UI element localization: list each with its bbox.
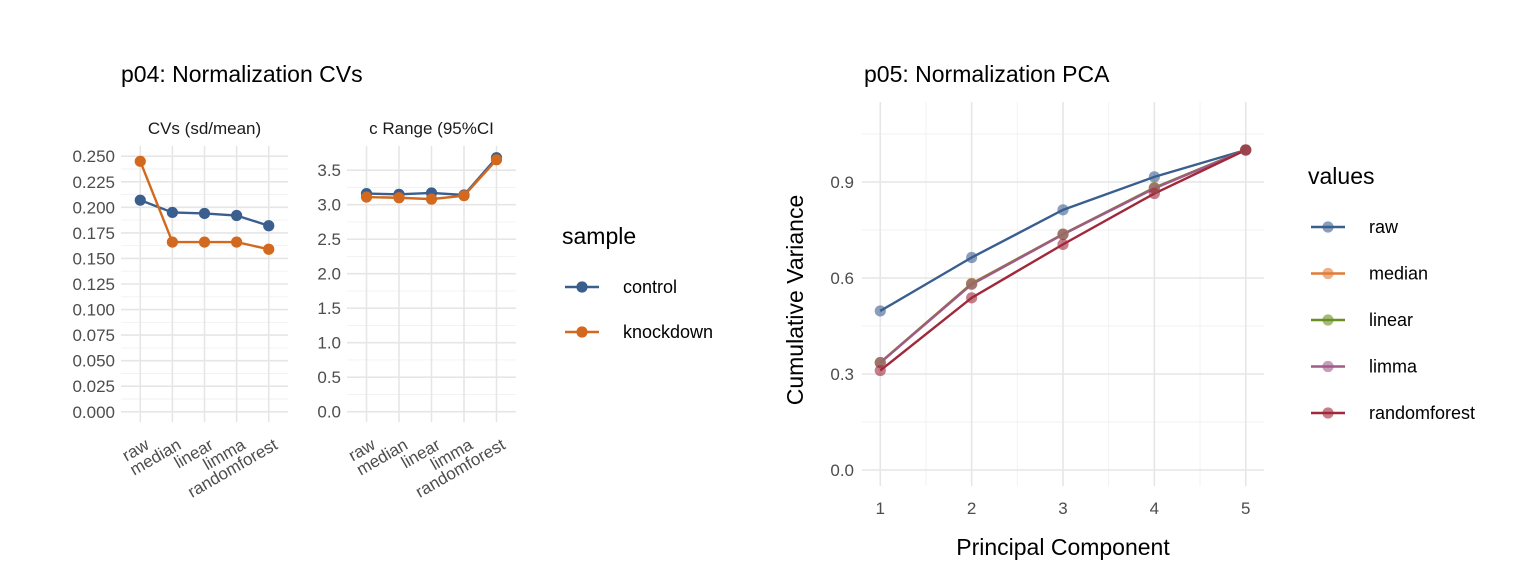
- pca-x-tick-label: 5: [1241, 499, 1250, 518]
- pca-point-raw: [966, 251, 978, 264]
- range-strip-label: c Range (95%CI: [369, 119, 494, 138]
- cv-point-knockdown: [231, 236, 243, 248]
- cv-point-control: [198, 207, 211, 220]
- p04-legend-label: control: [623, 277, 677, 297]
- cv-y-tick-label: 0.025: [72, 377, 115, 396]
- range-point-knockdown: [393, 192, 405, 204]
- pca-x-tick-label: 4: [1150, 499, 1159, 518]
- p05-legend-key-point: [1322, 407, 1334, 419]
- pca-y-tick-label: 0.6: [830, 269, 854, 288]
- p05-legend: raw median linear limma randomforest: [1311, 217, 1475, 423]
- pca-panel: 0.0 0.3 0.6 0.9 1 2 3 4 5: [830, 102, 1264, 518]
- p04-legend-title: sample: [562, 223, 636, 249]
- p05-legend-title: values: [1308, 163, 1374, 189]
- cv-point-knockdown: [263, 243, 275, 255]
- range-y-tick-label: 3.5: [317, 161, 341, 180]
- cv-point-control: [263, 220, 275, 232]
- pca-x-axis-title: Principal Component: [956, 534, 1170, 560]
- range-y-tick-label: 0.5: [317, 368, 341, 387]
- cv-point-knockdown: [198, 236, 211, 248]
- pca-point-raw: [1057, 204, 1069, 216]
- p04-legend-key-point: [576, 281, 588, 293]
- p04-legend-key-point: [576, 326, 588, 338]
- range-point-knockdown: [425, 193, 438, 205]
- p05-legend-key-point: [1322, 314, 1334, 326]
- pca-point-raw: [874, 305, 886, 317]
- range-y-tick-label: 1.5: [317, 299, 341, 318]
- p05-legend-label: median: [1369, 264, 1428, 284]
- pca-y-tick-label: 0.9: [830, 173, 854, 192]
- cv-point-control: [134, 194, 146, 206]
- p05-legend-label: raw: [1369, 217, 1399, 237]
- p05-legend-key-point: [1322, 360, 1334, 373]
- range-y-tick-label: 3.0: [317, 196, 341, 215]
- p05-legend-label: linear: [1369, 310, 1413, 330]
- pca-x-tick-label: 1: [876, 499, 885, 518]
- cv-point-knockdown: [134, 155, 146, 167]
- pca-point-randomforest: [966, 292, 978, 304]
- cv-y-tick-label: 0.000: [72, 403, 115, 422]
- pca-y-tick-label: 0.0: [830, 461, 854, 480]
- range-y-tick-label: 2.0: [317, 265, 341, 284]
- p04-legend-label: knockdown: [623, 322, 713, 342]
- range-panel: 0.00.51.01.52.02.53.03.5rawmedianlinearl…: [317, 119, 516, 502]
- cv-y-tick-label: 0.225: [72, 173, 115, 192]
- pca-point-randomforest: [874, 364, 886, 377]
- cv-y-tick-label: 0.200: [72, 198, 115, 217]
- pca-y-tick-label: 0.3: [830, 365, 854, 384]
- p05-legend-key-point: [1322, 221, 1334, 233]
- pca-point-raw: [1148, 171, 1160, 183]
- range-y-tick-label: 0.0: [317, 403, 341, 422]
- p05-legend-label: limma: [1369, 357, 1418, 377]
- cv-point-control: [231, 209, 243, 222]
- range-y-tick-label: 2.5: [317, 230, 341, 249]
- pca-point-randomforest: [1148, 187, 1160, 200]
- cv-y-tick-label: 0.075: [72, 326, 115, 345]
- cv-y-tick-label: 0.125: [72, 275, 115, 294]
- range-y-tick-label: 1.0: [317, 334, 341, 353]
- cv-panel: 0.000 0.025 0.050 0.075 0.100 0.125 0.150 0.175…: [72, 119, 288, 502]
- cv-strip-label: CVs (sd/mean): [148, 119, 261, 138]
- pca-point-randomforest: [1240, 144, 1252, 156]
- pca-point-limma: [1057, 228, 1069, 241]
- p05-legend-key-point: [1322, 267, 1334, 280]
- pca-x-tick-label: 2: [967, 499, 976, 518]
- p05-title: p05: Normalization PCA: [864, 61, 1110, 87]
- range-point-knockdown: [360, 191, 373, 203]
- p04-legend: control knockdown: [565, 277, 713, 342]
- pca-x-tick-label: 3: [1058, 499, 1067, 518]
- range-point-knockdown: [490, 154, 503, 166]
- p05-legend-label: randomforest: [1369, 403, 1475, 423]
- cv-y-tick-label: 0.050: [72, 352, 115, 371]
- cv-y-tick-label: 0.175: [72, 224, 115, 243]
- pca-point-limma: [874, 357, 886, 369]
- range-point-knockdown: [458, 190, 470, 202]
- pca-y-axis-title: Cumulative Variance: [782, 195, 808, 406]
- pca-point-randomforest: [1057, 238, 1069, 250]
- pca-point-limma: [966, 278, 978, 290]
- cv-y-tick-label: 0.100: [72, 301, 115, 320]
- p04-title: p04: Normalization CVs: [121, 61, 363, 87]
- cv-point-knockdown: [166, 236, 178, 248]
- cv-y-tick-label: 0.150: [72, 249, 115, 268]
- cv-point-control: [166, 206, 178, 219]
- cv-y-tick-label: 0.250: [72, 147, 115, 166]
